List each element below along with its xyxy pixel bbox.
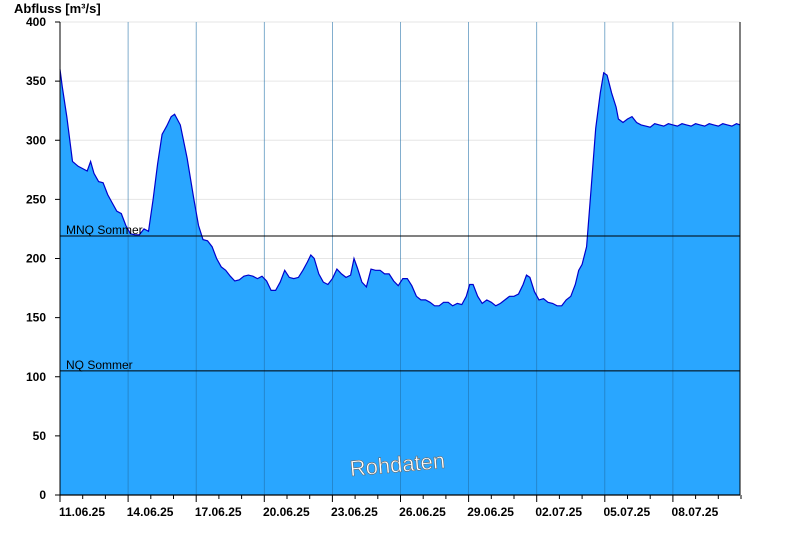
y-tick-label-300: 300 [26, 133, 46, 147]
x-tick-label-27: 08.07.25 [672, 505, 719, 519]
y-tick-label-100: 100 [26, 370, 46, 384]
y-tick-label-200: 200 [26, 252, 46, 266]
reference-lines: MNQ Sommer NQ Sommer [60, 223, 740, 372]
x-tick-label-12: 23.06.25 [331, 505, 378, 519]
y-tick-label-250: 250 [26, 192, 46, 206]
x-tick-label-0: 11.06.25 [59, 505, 105, 519]
reference-line-label-0: MNQ Sommer [66, 223, 143, 237]
x-tick-label-15: 26.06.25 [399, 505, 446, 519]
day-gridlines [127, 22, 674, 495]
discharge-area [60, 69, 740, 496]
x-tick-label-21: 02.07.25 [535, 505, 582, 519]
x-tick-label-18: 29.06.25 [467, 505, 514, 519]
y-tick-label-0: 0 [39, 488, 46, 502]
y-axis-ticks: 0 50 100 150 200 250 300 350 400 [26, 15, 60, 502]
y-tick-label-400: 400 [26, 15, 46, 29]
x-tick-label-24: 05.07.25 [603, 505, 650, 519]
x-tick-label-6: 17.06.25 [195, 505, 242, 519]
y-tick-label-350: 350 [26, 74, 46, 88]
x-tick-label-9: 20.06.25 [263, 505, 310, 519]
x-tick-label-3: 14.06.25 [127, 505, 174, 519]
x-axis-ticks: 11.06.25 14.06.25 17.06.25 20.06.25 23.06.25… [59, 495, 742, 519]
discharge-line [59, 69, 741, 307]
reference-line-label-1: NQ Sommer [66, 358, 133, 372]
y-tick-label-50: 50 [33, 429, 47, 443]
y-tick-label-150: 150 [26, 311, 46, 325]
y-axis-label: Abfluss [m³/s] [14, 1, 101, 16]
